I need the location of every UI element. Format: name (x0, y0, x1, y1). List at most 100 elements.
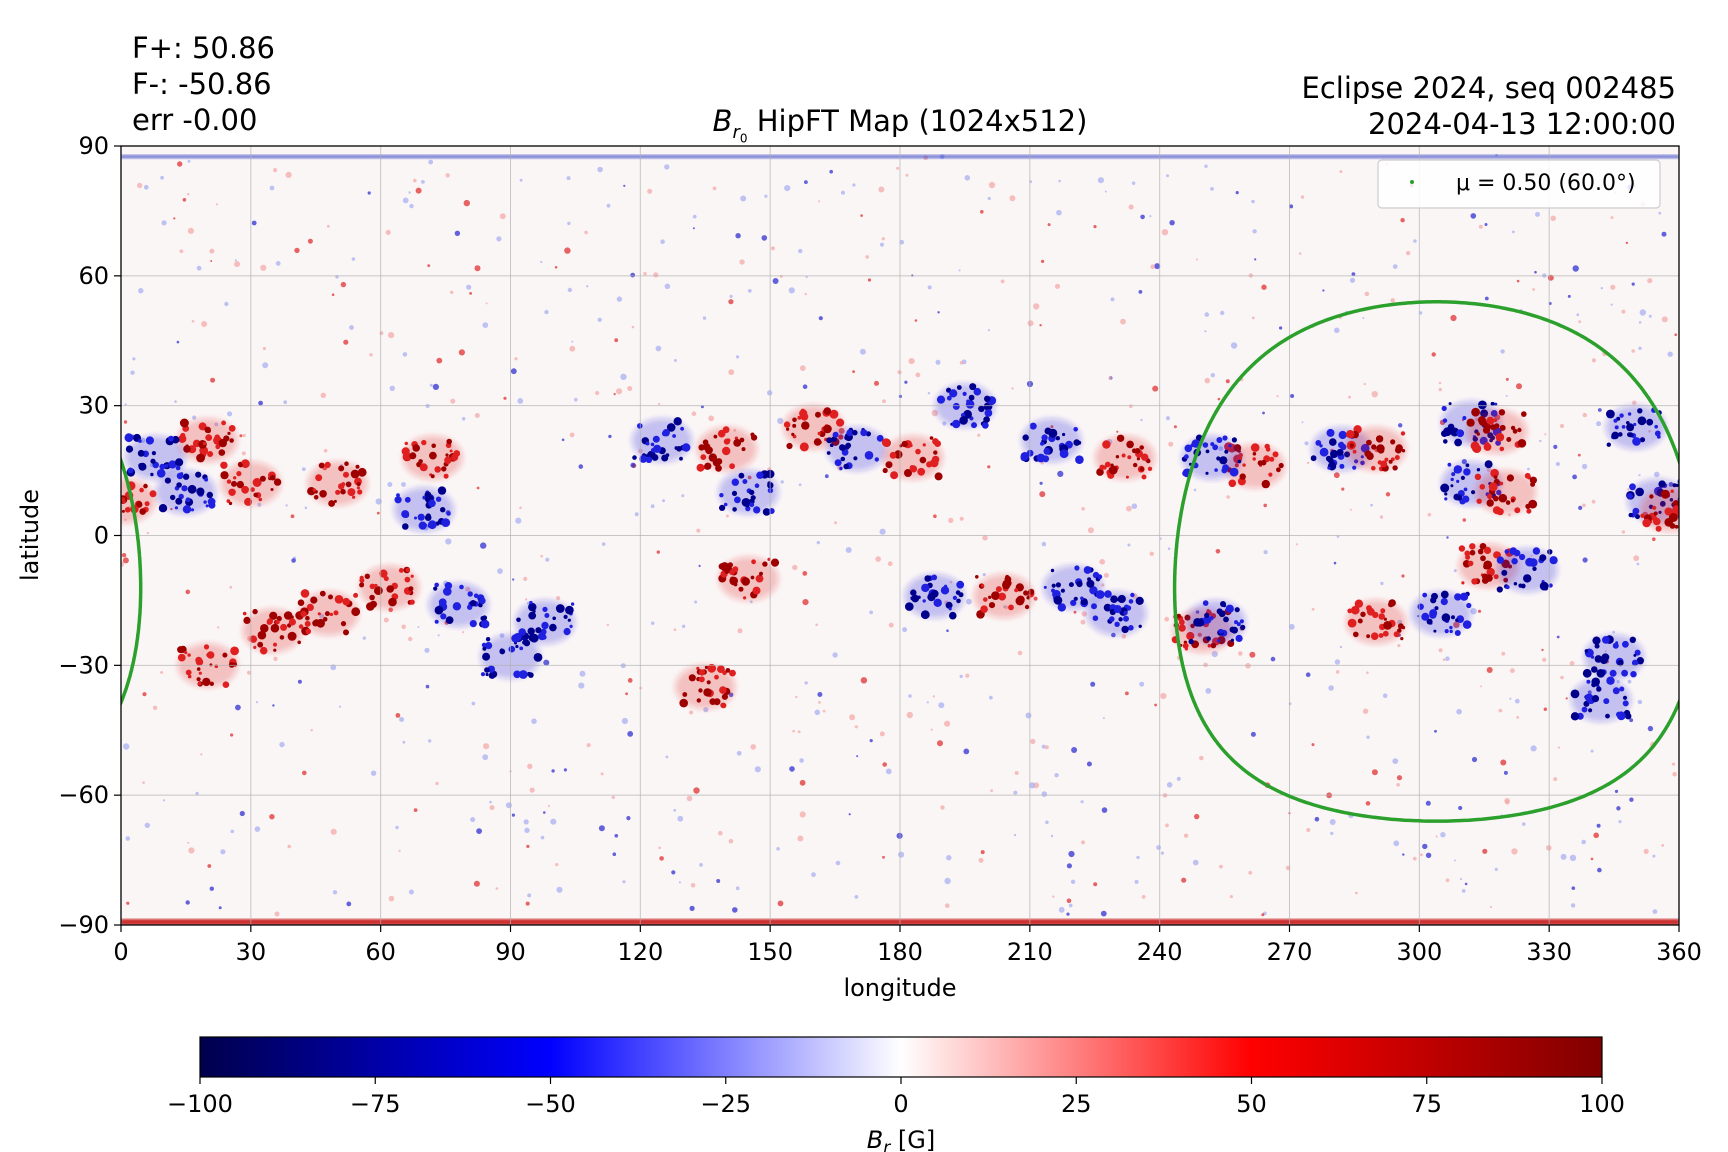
region-pixel (253, 492, 258, 498)
region-pixel (1499, 446, 1505, 452)
noise-speck (927, 285, 932, 290)
noise-speck (1556, 635, 1560, 639)
noise-speck (1102, 717, 1105, 720)
noise-speck (1647, 725, 1654, 732)
noise-speck (229, 585, 233, 589)
noise-speck (611, 795, 615, 799)
region-pixel (1649, 494, 1654, 499)
region-pixel (481, 642, 487, 648)
region-pixel (342, 597, 351, 606)
region-pixel (1203, 615, 1212, 624)
region-pixel (1594, 643, 1600, 649)
region-pixel (482, 646, 487, 651)
region-pixel (1621, 425, 1626, 429)
region-pixel (345, 481, 352, 488)
region-pixel (183, 445, 191, 453)
colorbar-tick-label: 25 (1061, 1090, 1092, 1118)
region-pixel (1400, 431, 1406, 436)
region-pixel (915, 448, 921, 455)
noise-speck (1629, 797, 1634, 802)
noise-speck (1306, 461, 1310, 465)
region-pixel (952, 419, 961, 429)
region-pixel (1549, 556, 1558, 565)
noise-speck (1029, 782, 1036, 789)
region-pixel (1130, 592, 1135, 598)
region-pixel (1125, 475, 1129, 479)
region-pixel (1646, 418, 1654, 426)
region-pixel (1483, 546, 1492, 555)
noise-speck (647, 188, 653, 194)
noise-speck (776, 847, 780, 851)
region-pixel (1139, 466, 1145, 472)
region-pixel (440, 507, 446, 513)
region-pixel (645, 441, 650, 446)
active-region-negative (124, 433, 186, 480)
noise-speck (1591, 499, 1596, 504)
noise-speck (904, 380, 908, 384)
region-pixel (1460, 475, 1465, 480)
noise-speck (1522, 822, 1526, 826)
region-pixel (889, 451, 897, 459)
region-pixel (366, 602, 375, 611)
region-pixel (259, 475, 266, 482)
noise-speck (1348, 395, 1351, 399)
noise-speck (933, 514, 937, 518)
region-pixel (719, 504, 726, 511)
region-pixel (1141, 474, 1147, 480)
region-pixel (723, 502, 728, 507)
noise-speck (1560, 853, 1567, 860)
region-pixel (1581, 706, 1588, 713)
region-pixel (124, 507, 131, 513)
noise-speck (945, 903, 950, 908)
region-pixel (1080, 596, 1084, 601)
noise-speck (1555, 461, 1560, 467)
region-pixel (253, 645, 257, 650)
region-pixel (1103, 603, 1112, 612)
noise-speck (210, 260, 213, 262)
noise-speck (854, 725, 858, 729)
noise-speck (531, 718, 537, 724)
region-pixel (1471, 407, 1480, 417)
region-pixel (983, 416, 990, 423)
noise-speck (395, 713, 401, 718)
noise-speck (1427, 512, 1432, 517)
region-pixel (1091, 603, 1097, 610)
noise-speck (1501, 651, 1506, 656)
region-pixel (1517, 427, 1522, 433)
region-pixel (1073, 596, 1078, 601)
noise-speck (544, 309, 549, 315)
noise-speck (1445, 656, 1450, 661)
region-pixel (1512, 428, 1518, 434)
region-pixel (1319, 447, 1329, 457)
noise-speck (255, 701, 259, 704)
region-pixel (834, 459, 842, 467)
region-pixel (1041, 434, 1048, 441)
noise-speck (1125, 691, 1129, 696)
region-pixel (485, 637, 491, 642)
region-pixel (177, 646, 185, 654)
active-region-positive (973, 574, 1035, 619)
noise-speck (174, 400, 177, 403)
region-pixel (705, 446, 713, 455)
region-pixel (1235, 634, 1243, 643)
region-pixel (1393, 631, 1400, 638)
region-pixel (359, 577, 365, 583)
active-region-positive (675, 663, 736, 709)
region-pixel (1378, 613, 1385, 620)
region-pixel (1076, 580, 1083, 588)
region-pixel (1494, 402, 1498, 406)
region-pixel (1523, 574, 1532, 583)
region-pixel (518, 670, 528, 679)
noise-speck (1097, 177, 1104, 184)
region-pixel (1394, 455, 1400, 460)
noise-speck (881, 237, 885, 241)
noise-speck (338, 705, 341, 708)
noise-speck (495, 887, 499, 890)
region-pixel (435, 496, 442, 502)
region-pixel (1451, 472, 1456, 477)
noise-speck (802, 571, 808, 576)
region-pixel (1207, 643, 1212, 648)
noise-speck (571, 340, 574, 343)
noise-speck (882, 855, 885, 859)
noise-speck (234, 261, 241, 268)
